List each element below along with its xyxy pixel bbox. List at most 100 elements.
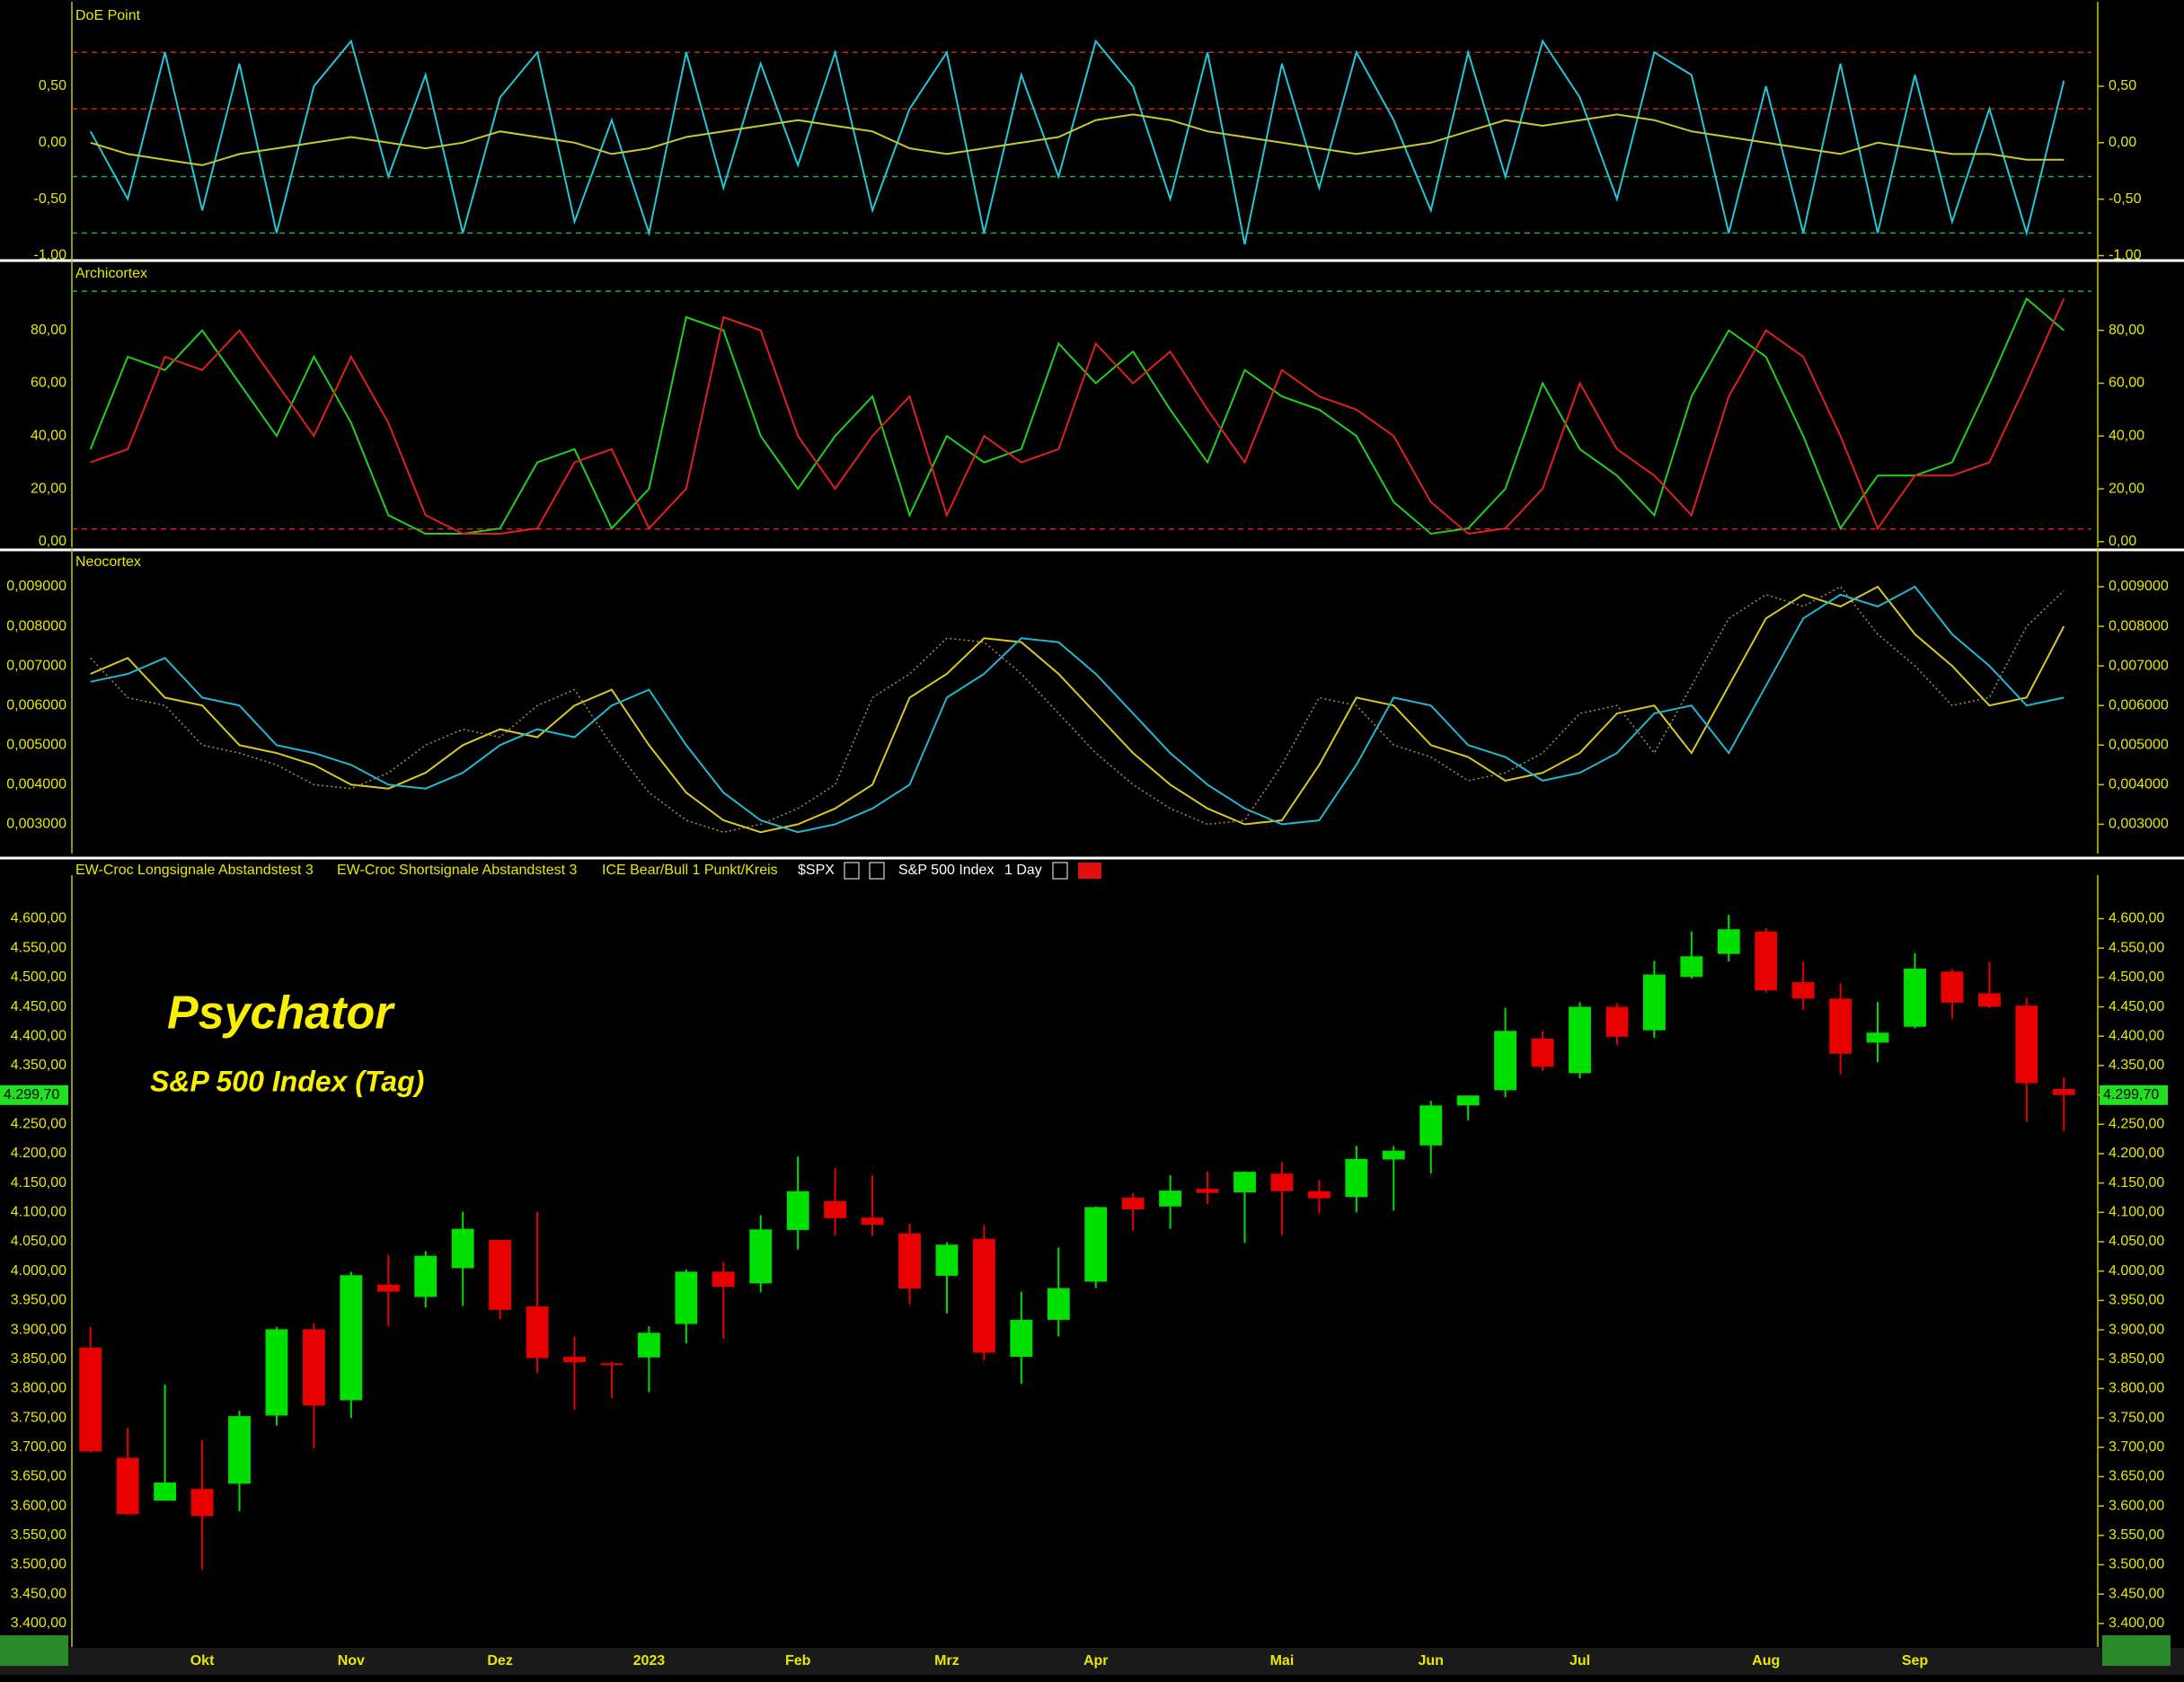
candle-body: [2052, 1089, 2075, 1095]
symbol[interactable]: $SPX: [798, 863, 835, 878]
y-tick-label: 40,00: [2109, 428, 2144, 443]
y-tick-label: 0,004000: [2109, 777, 2169, 792]
candle-body: [1047, 1288, 1070, 1320]
y-tick-label: 20,00: [31, 481, 66, 496]
last-value-label: 4.299,70: [2103, 1087, 2159, 1102]
candle-body: [154, 1482, 177, 1501]
y-tick-label: 4.100,00: [11, 1205, 66, 1220]
y-tick-label: 3.600,00: [11, 1498, 66, 1513]
candle-body: [1791, 982, 1815, 999]
corner-widget[interactable]: [2102, 1635, 2171, 1666]
y-tick-label: 40,00: [31, 428, 66, 443]
instrument: S&P 500 Index: [898, 863, 994, 878]
candle-body: [1977, 993, 2001, 1007]
candle-body: [1084, 1207, 1108, 1282]
candle-body: [302, 1329, 325, 1406]
y-tick-label: 0,009000: [6, 579, 66, 594]
candle-body: [898, 1233, 921, 1289]
candle-body: [1345, 1158, 1368, 1198]
candle-body: [1717, 929, 1740, 954]
y-tick-label: 3.900,00: [11, 1322, 66, 1337]
dropdown[interactable]: [1052, 862, 1068, 880]
x-tick-label: Okt: [190, 1653, 215, 1669]
y-tick-label: 0,006000: [6, 697, 66, 713]
y-tick-label: 4.000,00: [2109, 1263, 2164, 1279]
last-value-label: 4.299,70: [4, 1087, 59, 1102]
y-tick-label: 4.200,00: [11, 1146, 66, 1161]
candle-body: [600, 1363, 623, 1366]
legend-item[interactable]: ICE Bear/Bull 1 Punkt/Kreis: [602, 863, 778, 878]
y-tick-label: 4.550,00: [2109, 940, 2164, 955]
x-tick-label: Dez: [487, 1653, 512, 1669]
candle-body: [1270, 1173, 1294, 1191]
y-tick-label: 3.400,00: [2109, 1616, 2164, 1631]
legend-item[interactable]: EW-Croc Shortsignale Abstandstest 3: [337, 863, 577, 878]
y-tick-label: 0,00: [2109, 135, 2136, 150]
candle-body: [1494, 1031, 1517, 1091]
candle-body: [1121, 1197, 1145, 1210]
y-tick-label: 4.400,00: [2109, 1028, 2164, 1043]
y-tick-label: 3.800,00: [11, 1381, 66, 1396]
candle-body: [526, 1306, 549, 1359]
y-tick-label: 4.550,00: [11, 940, 66, 955]
legend-item[interactable]: EW-Croc Longsignale Abstandstest 3: [75, 863, 314, 878]
y-tick-label: 3.400,00: [11, 1616, 66, 1631]
y-tick-label: -1,00: [34, 248, 67, 263]
y-tick-label: 0,00: [2109, 534, 2136, 549]
chart-title: Psychator: [167, 987, 395, 1040]
candle-body: [1419, 1105, 1443, 1146]
last-value-box: [0, 1084, 68, 1105]
y-tick-label: 3.500,00: [11, 1557, 66, 1572]
y-tick-label: 3.850,00: [2109, 1351, 2164, 1367]
candle-body: [786, 1191, 809, 1230]
y-tick-label: 4.250,00: [2109, 1116, 2164, 1131]
y-tick-label: -0,50: [34, 191, 67, 207]
y-tick-label: 4.350,00: [2109, 1058, 2164, 1073]
y-tick-label: 4.250,00: [11, 1116, 66, 1131]
candle-body: [1307, 1191, 1331, 1199]
x-tick-label: Aug: [1752, 1653, 1780, 1669]
panel-title: Archicortex: [75, 266, 147, 281]
candle-body: [265, 1329, 288, 1416]
y-tick-label: 4.050,00: [11, 1234, 66, 1249]
candle-body: [1941, 971, 1964, 1003]
y-tick-label: 0,00: [39, 534, 66, 549]
y-tick-label: 4.050,00: [2109, 1234, 2164, 1249]
y-tick-label: 4.500,00: [2109, 969, 2164, 985]
y-tick-label: -1,00: [2109, 248, 2142, 263]
candle-body: [190, 1489, 214, 1517]
y-tick-label: 3.850,00: [11, 1351, 66, 1367]
candle-body: [824, 1200, 847, 1218]
y-tick-label: 4.000,00: [11, 1263, 66, 1279]
y-tick-label: 3.800,00: [2109, 1381, 2164, 1396]
x-tick-label: Nov: [338, 1653, 365, 1669]
candle-body: [451, 1228, 474, 1269]
candle-body: [972, 1238, 995, 1353]
interval[interactable]: 1 Day: [1004, 863, 1042, 878]
x-tick-label: Jun: [1418, 1653, 1443, 1669]
line-series: [90, 586, 2065, 833]
y-tick-label: 0,005000: [2109, 737, 2169, 752]
candle-body: [1605, 1006, 1629, 1037]
dropdown[interactable]: [844, 862, 860, 880]
panel-title: DoE Point: [75, 8, 141, 23]
y-tick-label: 4.150,00: [2109, 1175, 2164, 1191]
corner-widget[interactable]: [0, 1635, 68, 1666]
y-tick-label: 0,008000: [2109, 618, 2169, 633]
y-tick-label: 3.700,00: [11, 1439, 66, 1455]
y-tick-label: 0,50: [39, 78, 66, 93]
y-tick-label: 4.100,00: [2109, 1205, 2164, 1220]
dropdown[interactable]: [869, 862, 885, 880]
x-tick-label: Apr: [1083, 1653, 1109, 1669]
line-series: [90, 297, 2065, 536]
panel-title: Neocortex: [75, 554, 141, 570]
candle-body: [1159, 1191, 1182, 1207]
y-tick-label: 0,004000: [6, 777, 66, 792]
candle-body: [1196, 1189, 1219, 1193]
candle-body: [1755, 931, 1778, 991]
y-tick-label: 3.700,00: [2109, 1439, 2164, 1455]
close-button[interactable]: [1078, 863, 1101, 879]
candle-body: [637, 1332, 660, 1358]
candle-body: [340, 1275, 363, 1401]
